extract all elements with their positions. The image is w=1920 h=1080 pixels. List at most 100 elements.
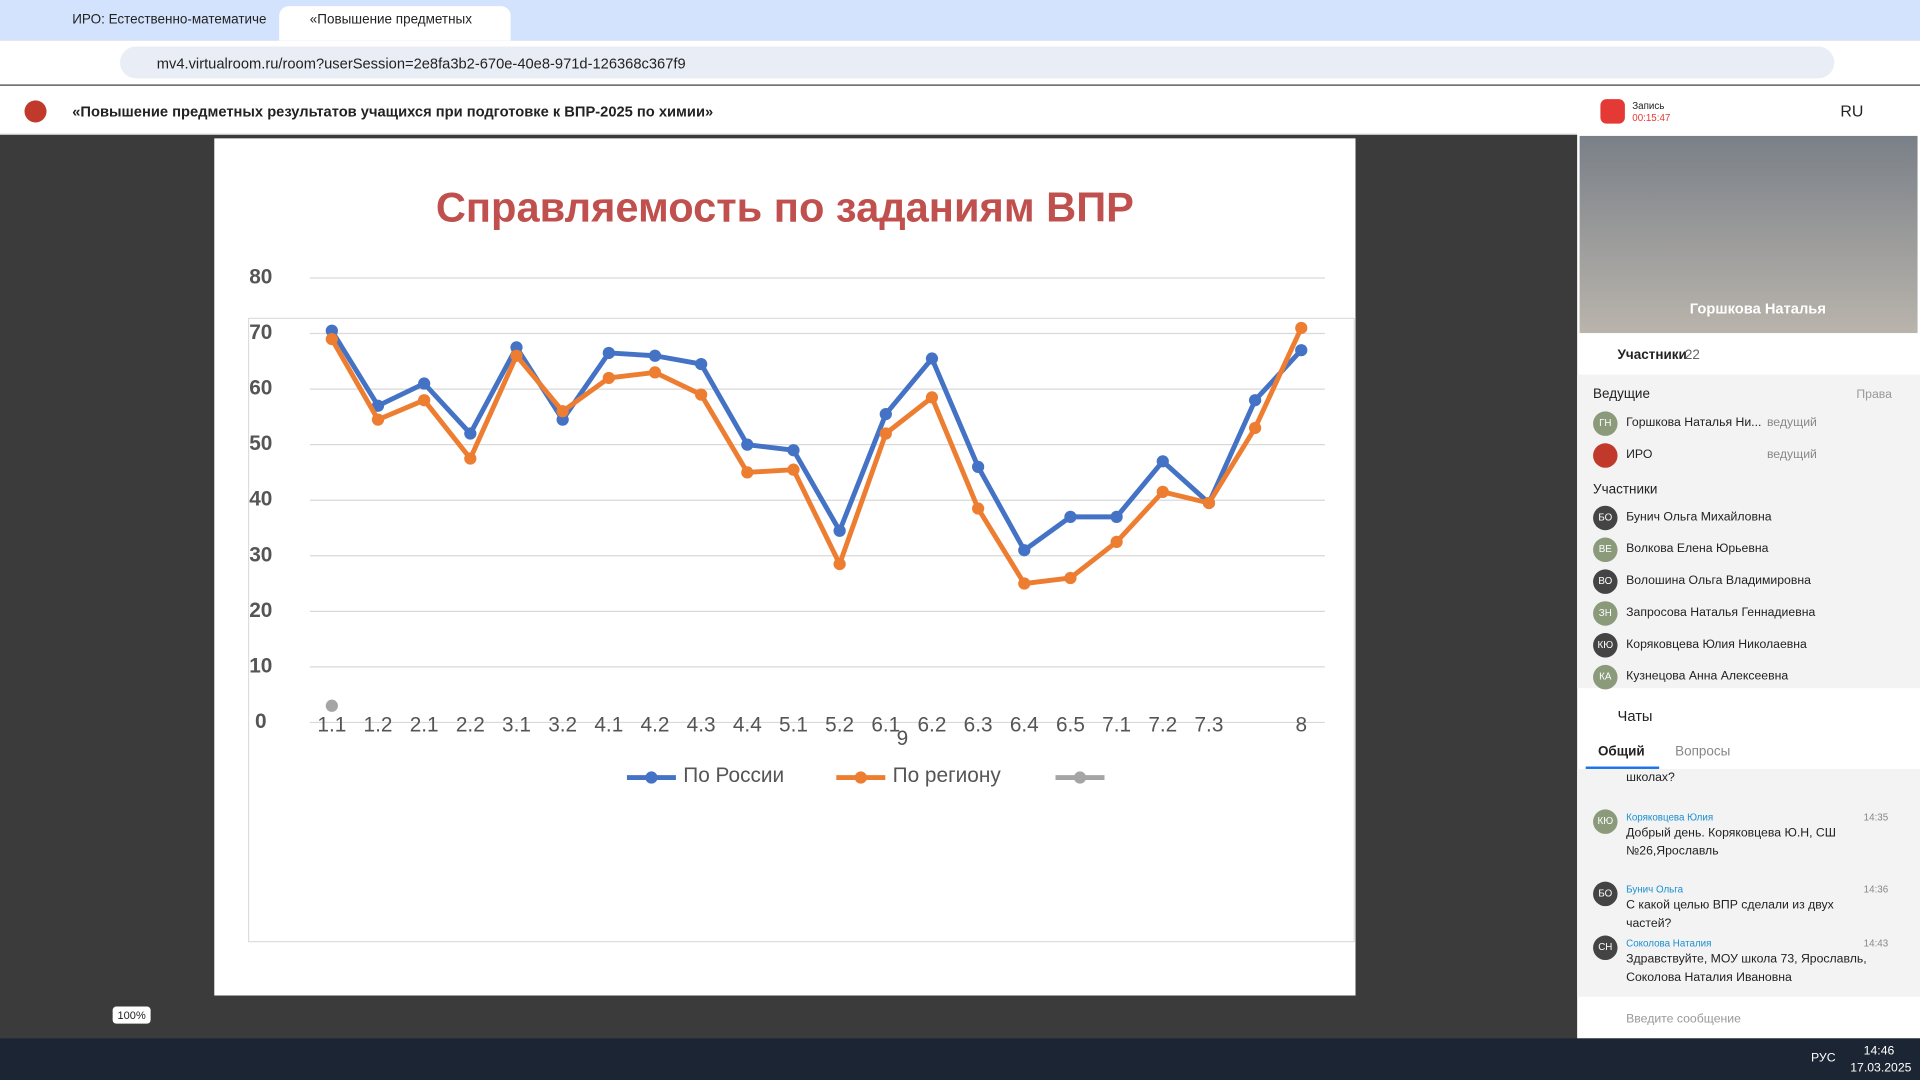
point	[1248, 394, 1262, 407]
x-tick-label: 1.1	[317, 714, 346, 737]
chat-tab[interactable]: Общий	[1597, 744, 1645, 760]
input-language[interactable]: РУС	[1811, 1051, 1836, 1066]
x-tick-label: 2.1	[410, 714, 439, 737]
x-tick-label: 3.1	[502, 714, 531, 737]
legend-label: По региону	[893, 764, 1002, 787]
rights[interactable]: Права	[1856, 388, 1892, 402]
url[interactable]: mv4.virtualroom.ru/room?userSession=2e8f…	[156, 55, 686, 73]
point	[833, 557, 846, 571]
point	[1156, 485, 1169, 498]
x-tick-label: 5.1	[779, 714, 808, 737]
zoom-level[interactable]: 100%	[112, 1006, 151, 1024]
y-tick-label: 80	[249, 265, 272, 288]
point	[648, 349, 662, 362]
x-tick-label: 4.3	[687, 714, 716, 737]
participant-role: ведущий	[1766, 448, 1817, 462]
point	[1248, 421, 1262, 435]
point	[1110, 535, 1123, 548]
point	[1064, 510, 1077, 523]
annotation: 9	[897, 727, 909, 750]
x-tick-label: 4.2	[641, 714, 670, 737]
x-tick-label: 6.2	[917, 714, 946, 737]
point	[925, 391, 939, 404]
participant-name: Запросова Наталья Геннадиевна	[1626, 606, 1816, 620]
chat-text: Добрый день. Коряковцева Ю.Н, СШ №26,Яро…	[1626, 826, 1836, 859]
video	[1579, 135, 1918, 334]
point	[1018, 577, 1031, 590]
avatar: БО	[1593, 505, 1618, 531]
plot-frame	[247, 317, 1355, 943]
point	[1202, 496, 1216, 510]
point	[556, 405, 569, 418]
point	[325, 332, 338, 346]
record-icon[interactable]	[1600, 99, 1625, 124]
point	[1295, 321, 1308, 335]
clock-date: 17.03.2025	[1850, 1061, 1912, 1076]
point	[695, 388, 708, 401]
point	[1295, 344, 1308, 357]
participant-name: Бунич Ольга Михайловна	[1626, 510, 1772, 525]
point	[695, 357, 708, 371]
point	[1064, 571, 1077, 585]
avatar: СН	[1593, 935, 1618, 961]
series-line	[329, 326, 1304, 586]
point	[418, 377, 431, 390]
point	[418, 394, 431, 407]
point	[510, 349, 523, 362]
x-tick-label: 3.2	[548, 714, 577, 737]
avatar: ЗН	[1593, 601, 1618, 626]
y-tick-label: 40	[249, 488, 272, 511]
logo	[24, 100, 47, 123]
slide: Справляемость по заданиям ВПР 0 10 20 30 40 5…	[214, 138, 1356, 996]
point	[741, 466, 754, 479]
active-tab[interactable]	[279, 6, 511, 41]
address-bar[interactable]	[120, 46, 1835, 79]
y-tick-label: 10	[249, 654, 272, 677]
chat-input[interactable]: Введите сообщение	[1626, 1012, 1741, 1027]
x-tick-label: 2.2	[456, 714, 485, 737]
point	[833, 524, 846, 537]
avatar: ВО	[1593, 569, 1618, 594]
record-label: Запись	[1632, 100, 1665, 112]
x-tick-label: 6.4	[1010, 714, 1039, 737]
point	[1018, 544, 1031, 557]
y-tick-label: 70	[249, 321, 272, 344]
y-tick-label: 50	[249, 432, 272, 455]
legend-marker	[1073, 771, 1087, 784]
taskbar	[0, 1038, 1920, 1080]
legend-marker	[854, 771, 867, 784]
point	[1156, 455, 1169, 468]
tab-underline	[1585, 766, 1660, 769]
avatar	[1593, 443, 1618, 468]
section-title: Ведущие	[1593, 386, 1650, 402]
point	[325, 699, 338, 712]
chat-author: Бунич Ольга	[1626, 884, 1684, 896]
tab[interactable]: ИРО: Естественно-математиче	[72, 12, 267, 27]
x-tick-label: 7.2	[1148, 714, 1177, 737]
x-tick-label: 5.2	[825, 714, 854, 737]
chat-time: 14:35	[1863, 811, 1889, 823]
chat-time: 14:43	[1863, 937, 1889, 949]
chat-tab[interactable]: Вопросы	[1675, 744, 1731, 760]
y-tick-label: 60	[249, 377, 272, 400]
avatar: КЮ	[1593, 809, 1618, 834]
point	[741, 438, 754, 451]
chat-time: 14:36	[1863, 884, 1889, 896]
participant-name: Волкова Елена Юрьевна	[1626, 542, 1769, 556]
language[interactable]: RU	[1840, 101, 1864, 121]
point	[787, 444, 800, 457]
point	[464, 452, 477, 465]
point	[464, 427, 477, 440]
avatar: КЮ	[1593, 633, 1618, 658]
participant-role: ведущий	[1766, 416, 1817, 430]
participant-name: Кузнецова Анна Алексеевна	[1626, 669, 1789, 684]
participants-count: 22	[1684, 347, 1700, 363]
participant-name: Коряковцева Юлия Николаевна	[1626, 637, 1807, 652]
avatar: БО	[1593, 881, 1618, 907]
chat-log	[1577, 768, 1920, 997]
tab[interactable]: «Повышение предметных	[309, 12, 472, 27]
avatar: ВЕ	[1593, 537, 1618, 563]
section-title: Участники	[1593, 482, 1658, 498]
point	[972, 502, 985, 515]
